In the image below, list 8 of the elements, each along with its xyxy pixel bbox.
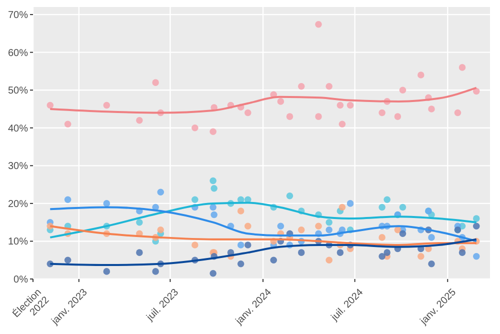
y-tick-label: 30% — [8, 161, 28, 172]
y-tick-label: 10% — [8, 236, 28, 248]
y-tick-label: 50% — [8, 86, 28, 97]
y-tick-label: 0% — [14, 274, 28, 286]
y-tick-label: 40% — [8, 123, 28, 134]
y-tick-label: 60% — [8, 48, 28, 59]
y-tick-label: 20% — [8, 198, 28, 210]
y-tick-label: 70% — [8, 10, 28, 22]
